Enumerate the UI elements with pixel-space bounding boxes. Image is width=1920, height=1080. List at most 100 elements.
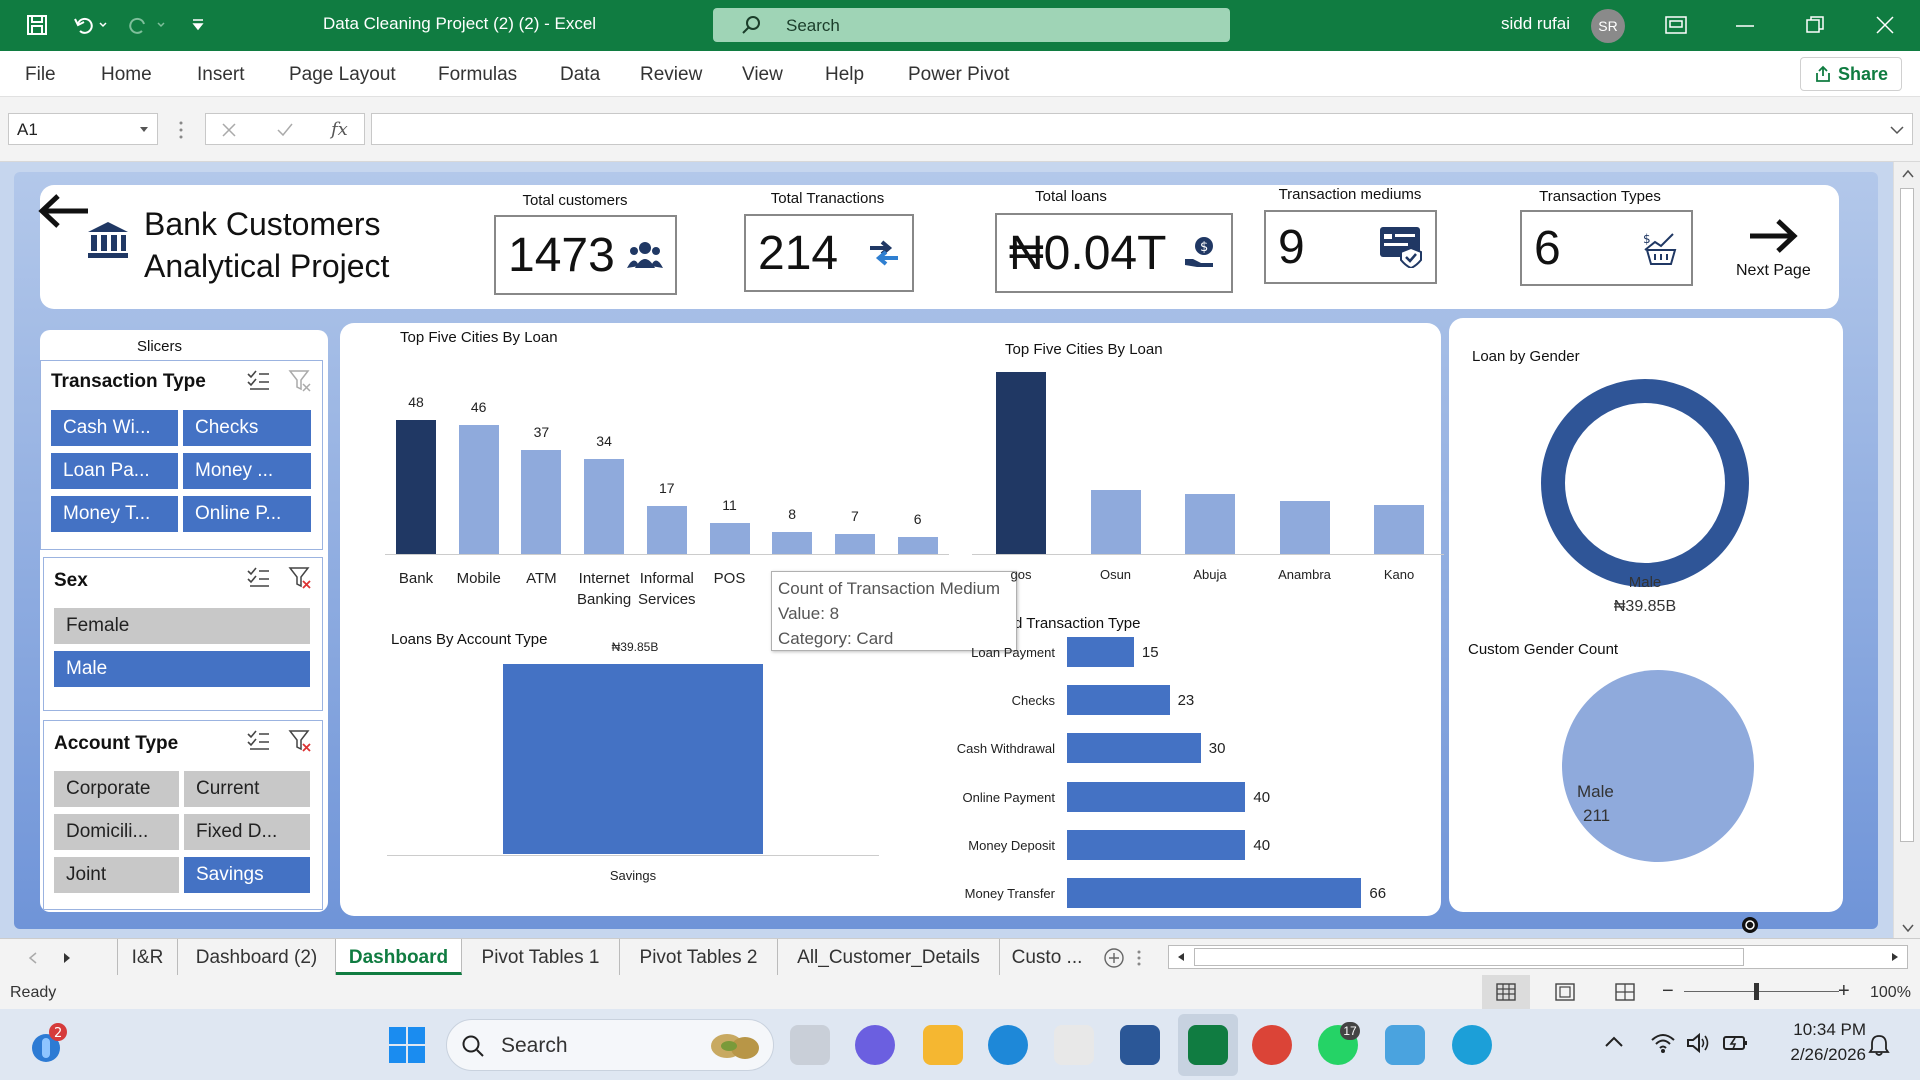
file-explorer-icon[interactable] bbox=[923, 1025, 963, 1065]
taskbar-search[interactable]: Search bbox=[446, 1019, 774, 1071]
excel-icon[interactable] bbox=[1188, 1025, 1228, 1065]
page-layout-icon[interactable] bbox=[1555, 983, 1575, 1001]
tab-insert[interactable]: Insert bbox=[197, 64, 245, 85]
clear-filter-icon[interactable] bbox=[288, 729, 312, 753]
avatar[interactable]: SR bbox=[1591, 9, 1625, 43]
slicer-item[interactable]: Savings bbox=[184, 857, 310, 893]
chart3-bar-savings[interactable] bbox=[503, 664, 763, 854]
multi-select-icon[interactable] bbox=[246, 566, 270, 588]
tab-file[interactable]: File bbox=[25, 64, 56, 85]
chart4-bar[interactable] bbox=[1067, 685, 1170, 716]
chart2-bar[interactable] bbox=[996, 372, 1046, 554]
pie-chart-gender-count[interactable] bbox=[1560, 668, 1756, 864]
vertical-scrollbar[interactable] bbox=[1893, 162, 1920, 938]
slicer-item[interactable]: Current bbox=[184, 771, 310, 807]
slicer-item[interactable]: Corporate bbox=[54, 771, 179, 807]
insert-function-icon[interactable]: fx bbox=[331, 119, 348, 140]
tab-formulas[interactable]: Formulas bbox=[438, 64, 518, 85]
zoom-in-icon[interactable]: + bbox=[1838, 980, 1850, 1002]
ribbon-display-icon[interactable] bbox=[1665, 16, 1687, 34]
slicer-item[interactable]: Money ... bbox=[183, 453, 311, 489]
tab-view[interactable]: View bbox=[742, 64, 783, 85]
scroll-left-icon[interactable] bbox=[1177, 952, 1185, 962]
close-icon[interactable] bbox=[1876, 16, 1894, 34]
slicer-item[interactable]: Loan Pa... bbox=[51, 453, 178, 489]
clear-filter-icon[interactable] bbox=[288, 369, 312, 393]
chart1-bar[interactable] bbox=[646, 506, 687, 554]
tab-help[interactable]: Help bbox=[825, 64, 865, 85]
back-arrow-icon[interactable] bbox=[38, 192, 90, 230]
next-page-label[interactable]: Next Page bbox=[1736, 262, 1811, 279]
tab-page-layout[interactable]: Page Layout bbox=[289, 64, 396, 85]
tab-data[interactable]: Data bbox=[560, 64, 601, 85]
expand-formula-icon[interactable] bbox=[1890, 126, 1904, 135]
chrome-icon[interactable] bbox=[1252, 1025, 1292, 1065]
chart1-bar[interactable] bbox=[521, 450, 562, 554]
clock-date[interactable]: 2/26/2026 bbox=[1790, 1045, 1866, 1064]
task-view-icon[interactable] bbox=[790, 1025, 830, 1065]
sheet-tab[interactable]: I&R bbox=[118, 939, 178, 975]
slicer-item-female[interactable]: Female bbox=[54, 608, 310, 644]
sheet-tab[interactable]: Custo ... bbox=[1011, 947, 1083, 968]
undo-icon[interactable] bbox=[72, 14, 108, 36]
chart1-bar[interactable] bbox=[709, 523, 750, 554]
next-arrow-icon[interactable] bbox=[1748, 216, 1798, 256]
chevron-up-icon[interactable] bbox=[1605, 1036, 1623, 1048]
slicer-item[interactable]: Money T... bbox=[51, 496, 178, 532]
chart1-bar[interactable] bbox=[834, 534, 875, 554]
chart2-bar[interactable] bbox=[1279, 501, 1330, 554]
clear-filter-icon[interactable] bbox=[288, 566, 312, 590]
zoom-thumb[interactable] bbox=[1754, 983, 1759, 1000]
slicer-item[interactable]: Fixed D... bbox=[184, 814, 310, 850]
scroll-up-icon[interactable] bbox=[1902, 170, 1914, 178]
cancel-icon[interactable] bbox=[221, 122, 237, 138]
chart1-bar[interactable] bbox=[584, 458, 625, 554]
donut-chart-gender[interactable] bbox=[1535, 373, 1755, 593]
volume-icon[interactable] bbox=[1686, 1032, 1710, 1054]
slicer-item[interactable]: Cash Wi... bbox=[51, 410, 178, 446]
name-box[interactable]: A1 bbox=[8, 113, 158, 145]
chart1-bar[interactable] bbox=[772, 531, 813, 554]
zoom-out-icon[interactable]: − bbox=[1662, 980, 1674, 1002]
chart1-bar[interactable] bbox=[396, 419, 436, 554]
slicer-item-male[interactable]: Male bbox=[54, 651, 310, 687]
chart1-bar[interactable] bbox=[458, 425, 499, 554]
sheet-tab[interactable]: Pivot Tables 2 bbox=[620, 939, 778, 975]
zoom-slider[interactable] bbox=[1684, 991, 1839, 992]
keyboard-app-icon[interactable] bbox=[1385, 1025, 1425, 1065]
h-scroll-thumb[interactable] bbox=[1194, 948, 1744, 966]
sheet-tab[interactable]: All_Customer_Details bbox=[778, 939, 1000, 975]
share-button[interactable]: Share bbox=[1800, 57, 1902, 91]
widgets-icon[interactable]: 2 bbox=[26, 1022, 76, 1068]
chat-icon[interactable] bbox=[855, 1025, 895, 1065]
slicer-item[interactable]: Checks bbox=[183, 410, 311, 446]
sheet-tab[interactable]: Pivot Tables 1 bbox=[462, 939, 620, 975]
chart2-bar[interactable] bbox=[1090, 490, 1141, 554]
start-icon[interactable] bbox=[388, 1026, 426, 1064]
slicer-item[interactable]: Online P... bbox=[183, 496, 311, 532]
tab-power-pivot[interactable]: Power Pivot bbox=[908, 64, 1010, 85]
sheet-tab-active[interactable]: Dashboard bbox=[336, 939, 462, 975]
canva-icon[interactable] bbox=[1452, 1025, 1492, 1065]
store-icon[interactable] bbox=[1054, 1025, 1094, 1065]
tab-home[interactable]: Home bbox=[101, 64, 152, 85]
slicer-item[interactable]: Joint bbox=[54, 857, 179, 893]
customize-toolbar-icon[interactable] bbox=[190, 16, 206, 32]
minimize-icon[interactable] bbox=[1735, 24, 1755, 28]
battery-icon[interactable] bbox=[1722, 1032, 1750, 1054]
sheet-tab[interactable]: Dashboard (2) bbox=[178, 939, 336, 975]
prev-sheet-icon[interactable] bbox=[28, 952, 38, 964]
whatsapp-float-icon[interactable] bbox=[1741, 916, 1759, 934]
chart4-bar[interactable] bbox=[1067, 733, 1201, 764]
tab-review[interactable]: Review bbox=[640, 64, 703, 85]
add-sheet-icon[interactable] bbox=[1103, 947, 1125, 969]
save-icon[interactable] bbox=[26, 14, 48, 36]
multi-select-icon[interactable] bbox=[246, 729, 270, 751]
next-sheet-icon[interactable] bbox=[62, 952, 72, 964]
page-break-icon[interactable] bbox=[1615, 983, 1635, 1001]
search-box[interactable]: Search bbox=[713, 8, 1230, 42]
multi-select-icon[interactable] bbox=[246, 369, 270, 391]
chart2-bar[interactable] bbox=[1185, 493, 1235, 554]
chart4-bar[interactable] bbox=[1067, 878, 1362, 908]
enter-icon[interactable] bbox=[276, 122, 294, 138]
